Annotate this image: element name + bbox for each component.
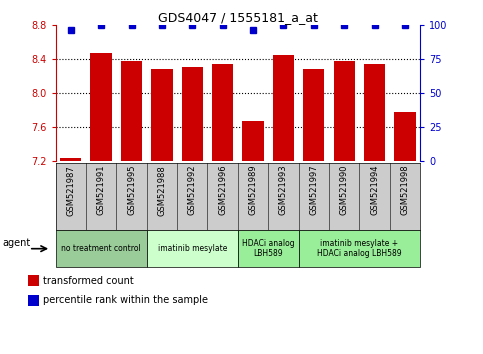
Text: percentile rank within the sample: percentile rank within the sample [43,295,208,306]
Bar [238,230,298,267]
Bar [121,61,142,354]
Text: imatinib mesylate +
HDACi analog LBH589: imatinib mesylate + HDACi analog LBH589 [317,239,402,258]
Bar [60,158,81,354]
Text: imatinib mesylate: imatinib mesylate [157,244,227,253]
Text: GSM521988: GSM521988 [157,165,167,216]
Text: GSM521992: GSM521992 [188,165,197,215]
Text: GSM521995: GSM521995 [127,165,136,215]
Title: GDS4047 / 1555181_a_at: GDS4047 / 1555181_a_at [158,11,318,24]
Bar [273,56,294,354]
Text: GSM521996: GSM521996 [218,165,227,216]
Bar [56,230,147,267]
Text: GSM521987: GSM521987 [66,165,75,216]
Bar [182,67,203,354]
Bar [147,230,238,267]
Bar [303,69,325,354]
Text: GSM521989: GSM521989 [249,165,257,216]
Text: no treatment control: no treatment control [61,244,141,253]
Text: GSM521998: GSM521998 [400,165,410,216]
Bar [151,69,172,354]
Bar [28,275,39,286]
Bar [90,53,112,354]
Text: GSM521994: GSM521994 [370,165,379,215]
Text: GSM521993: GSM521993 [279,165,288,216]
Text: agent: agent [3,238,31,248]
Bar [334,61,355,354]
Text: transformed count: transformed count [43,276,134,286]
Bar [28,295,39,306]
Bar [395,112,416,354]
Text: GSM521991: GSM521991 [97,165,106,215]
Text: GSM521997: GSM521997 [309,165,318,216]
Text: HDACi analog
LBH589: HDACi analog LBH589 [242,239,295,258]
Bar [364,64,385,354]
Bar [298,230,420,267]
Bar [212,64,233,354]
Text: GSM521990: GSM521990 [340,165,349,215]
Bar [242,121,264,354]
